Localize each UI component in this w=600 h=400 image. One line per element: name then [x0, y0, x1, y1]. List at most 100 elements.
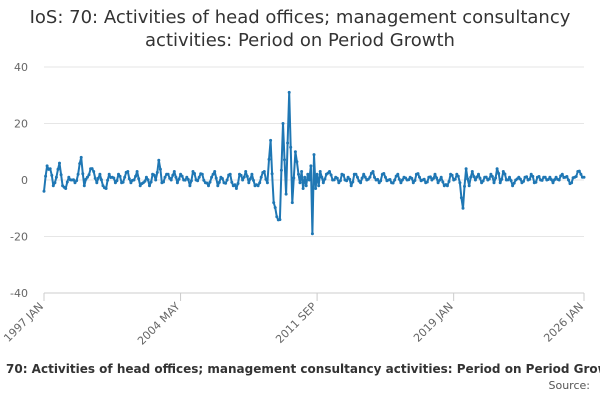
- series-point: [248, 177, 252, 181]
- series-point: [467, 184, 471, 188]
- series-point: [508, 175, 511, 179]
- series-point: [411, 181, 415, 185]
- series-point: [129, 181, 133, 185]
- series-point: [497, 172, 501, 175]
- series-point: [522, 179, 525, 183]
- series-point: [115, 179, 119, 183]
- series-point: [506, 178, 510, 182]
- series-point: [149, 180, 153, 184]
- series-point: [42, 189, 46, 193]
- series-point: [297, 172, 300, 176]
- series-point: [337, 181, 341, 185]
- series-point: [397, 177, 401, 181]
- series-point: [216, 184, 220, 188]
- series-point: [441, 180, 445, 184]
- series-point: [84, 177, 88, 181]
- series-point: [92, 170, 96, 173]
- series-point: [512, 181, 516, 185]
- series-point: [45, 164, 49, 168]
- series-point: [518, 177, 522, 181]
- series-point: [50, 173, 54, 177]
- x-tick-label: 2019 JAN: [411, 300, 456, 345]
- series-point: [250, 172, 254, 176]
- series-point: [93, 176, 97, 180]
- series-point: [366, 177, 370, 181]
- series-point: [318, 170, 322, 173]
- series-point: [241, 178, 245, 182]
- series-point: [470, 170, 474, 173]
- series-point: [314, 187, 318, 190]
- series-point: [360, 176, 364, 180]
- series-point: [65, 180, 69, 184]
- series-point: [189, 179, 193, 183]
- series-point: [59, 173, 63, 177]
- series-point: [137, 177, 141, 181]
- series-point: [95, 181, 99, 185]
- series-point: [73, 181, 77, 185]
- series-point: [439, 175, 443, 179]
- series-point: [579, 172, 583, 176]
- series-point: [228, 172, 232, 176]
- series-point: [461, 206, 465, 210]
- series-point: [225, 178, 229, 182]
- series-point: [348, 177, 352, 181]
- series-point: [379, 179, 383, 183]
- series-point: [155, 170, 159, 174]
- series-point: [183, 178, 187, 182]
- series-point: [123, 175, 127, 179]
- series-point: [469, 175, 473, 179]
- series-point: [472, 175, 476, 178]
- series-point: [473, 178, 477, 182]
- series-point: [193, 172, 196, 175]
- series-point: [317, 184, 321, 188]
- series-point: [185, 175, 189, 179]
- series-point: [363, 175, 367, 179]
- series-point: [138, 184, 142, 188]
- series-point: [501, 170, 505, 173]
- series-point: [154, 178, 158, 182]
- series-point: [489, 172, 493, 176]
- series-point: [453, 177, 457, 181]
- series-point: [188, 184, 192, 188]
- series-point: [157, 158, 161, 162]
- series-point: [112, 176, 116, 180]
- series-point: [169, 178, 173, 182]
- series-point: [481, 179, 485, 183]
- series-point: [304, 184, 308, 188]
- series-point: [162, 180, 165, 184]
- series-point: [158, 167, 162, 171]
- series-point: [44, 174, 48, 178]
- series-point: [293, 150, 297, 154]
- series-point: [259, 175, 263, 179]
- series-point: [432, 176, 435, 180]
- series-point: [436, 181, 440, 185]
- series-point: [269, 138, 273, 142]
- series-point: [107, 172, 111, 176]
- series-point: [362, 172, 366, 176]
- series-point: [163, 175, 167, 179]
- series-point: [208, 180, 212, 184]
- series-point: [177, 177, 181, 181]
- series-point: [511, 184, 515, 188]
- series-point: [224, 181, 228, 185]
- series-point: [242, 175, 246, 179]
- series-point: [560, 172, 564, 176]
- series-point: [284, 192, 288, 196]
- series-point: [383, 175, 387, 179]
- series-point: [346, 175, 350, 179]
- series-point: [99, 178, 103, 182]
- series-point: [492, 181, 496, 185]
- series-point: [438, 178, 442, 182]
- series-point: [425, 180, 429, 184]
- series-point: [64, 187, 68, 190]
- series-point: [290, 201, 294, 205]
- series-point: [428, 175, 432, 179]
- series-point: [351, 180, 355, 184]
- series-point: [76, 172, 80, 176]
- series-point: [435, 176, 439, 180]
- series-point: [205, 181, 209, 185]
- series-point: [127, 177, 131, 181]
- series-point: [171, 173, 175, 177]
- series-point: [570, 181, 574, 185]
